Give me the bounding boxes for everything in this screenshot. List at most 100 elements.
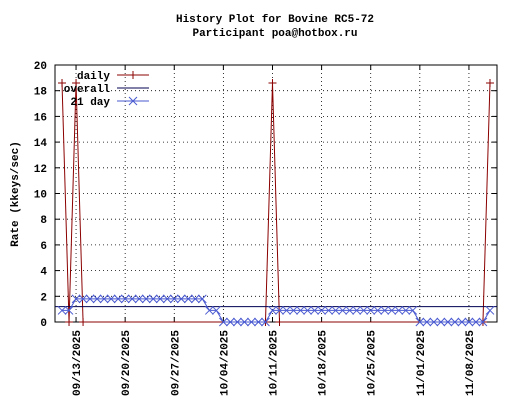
point xyxy=(352,306,362,315)
point xyxy=(58,78,67,87)
point xyxy=(275,318,284,326)
point xyxy=(268,306,277,315)
point xyxy=(345,306,355,315)
point xyxy=(324,306,333,315)
point xyxy=(155,294,165,304)
x-tick-label: 11/01/2025 xyxy=(416,330,428,396)
y-tick-label: 6 xyxy=(40,241,47,253)
point xyxy=(65,318,74,326)
point xyxy=(190,294,200,304)
y-tick-label: 2 xyxy=(40,292,47,304)
y-tick-label: 16 xyxy=(34,112,47,124)
point xyxy=(72,78,81,87)
point xyxy=(148,294,158,304)
y-tick-label: 10 xyxy=(34,190,47,202)
point xyxy=(141,294,151,304)
point xyxy=(79,318,88,326)
point xyxy=(331,306,340,315)
point xyxy=(99,294,109,304)
point xyxy=(134,294,144,304)
point xyxy=(380,306,390,315)
legend-label: 21 day xyxy=(70,97,110,109)
x-tick-label: 09/20/2025 xyxy=(121,330,133,396)
x-tick-label: 10/11/2025 xyxy=(268,330,280,396)
point xyxy=(57,306,67,315)
point xyxy=(282,306,291,315)
point xyxy=(310,306,319,315)
point xyxy=(92,294,102,304)
point xyxy=(457,317,467,327)
y-tick-label: 8 xyxy=(40,215,47,227)
point xyxy=(162,294,172,304)
point xyxy=(240,317,249,327)
y-tick-label: 18 xyxy=(34,87,48,99)
x-tick-label: 09/27/2025 xyxy=(170,330,182,396)
point xyxy=(197,294,207,304)
y-tick-label: 4 xyxy=(40,267,47,279)
point xyxy=(443,317,453,327)
point xyxy=(450,317,460,327)
legend-label: daily xyxy=(77,71,110,83)
point xyxy=(415,317,425,327)
point xyxy=(366,306,376,315)
point xyxy=(204,306,214,315)
point xyxy=(436,317,446,327)
legend-marker xyxy=(129,71,137,79)
point xyxy=(471,317,481,327)
point xyxy=(373,306,383,315)
point xyxy=(429,317,439,327)
point xyxy=(401,306,411,315)
point xyxy=(317,306,326,315)
x-tick-label: 09/13/2025 xyxy=(72,330,84,396)
chart-title: History Plot for Bovine RC5-72 xyxy=(176,14,374,26)
point xyxy=(233,317,242,327)
point xyxy=(478,317,488,327)
point xyxy=(169,294,179,304)
point xyxy=(275,306,284,315)
point xyxy=(247,317,256,327)
x-tick-label: 10/25/2025 xyxy=(367,330,379,396)
point xyxy=(113,294,123,304)
point xyxy=(268,78,277,87)
point xyxy=(303,306,312,315)
point xyxy=(359,306,369,315)
point xyxy=(464,317,474,327)
point xyxy=(387,306,397,315)
x-tick-label: 10/18/2025 xyxy=(318,330,330,396)
point xyxy=(120,294,130,304)
point xyxy=(394,306,404,315)
x-tick-label: 10/04/2025 xyxy=(219,330,231,396)
legend-label: overall xyxy=(64,84,111,96)
point xyxy=(289,306,298,315)
point xyxy=(71,294,81,304)
y-tick-label: 12 xyxy=(34,164,47,176)
chart-subtitle: Participant poa@hotbox.ru xyxy=(192,28,357,40)
point xyxy=(485,306,495,315)
point xyxy=(254,317,263,327)
point xyxy=(408,306,418,315)
point xyxy=(219,317,228,327)
series-line xyxy=(62,298,491,323)
point xyxy=(338,306,348,315)
point xyxy=(183,294,193,304)
point xyxy=(78,294,88,304)
point xyxy=(106,294,116,304)
y-axis-label: Rate (kkeys/sec) xyxy=(10,141,22,247)
point xyxy=(64,306,74,315)
legend-marker xyxy=(128,96,138,106)
y-tick-label: 14 xyxy=(34,138,48,150)
y-tick-label: 20 xyxy=(34,61,47,73)
point xyxy=(226,317,235,327)
point xyxy=(485,78,494,87)
point xyxy=(296,306,305,315)
point xyxy=(422,317,432,327)
series-line xyxy=(61,82,491,323)
point xyxy=(261,317,270,327)
point xyxy=(85,294,95,304)
y-tick-label: 0 xyxy=(40,318,47,330)
point xyxy=(127,294,137,304)
point xyxy=(176,294,186,304)
x-tick-label: 11/08/2025 xyxy=(465,330,477,396)
point xyxy=(212,306,221,315)
